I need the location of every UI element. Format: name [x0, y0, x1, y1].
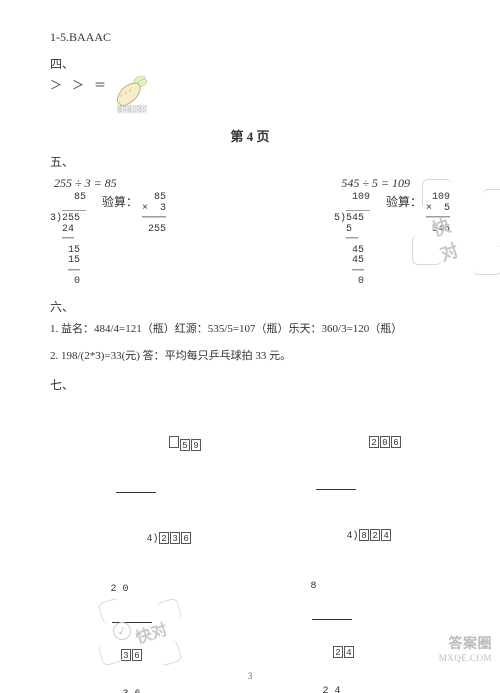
long-division-2: 109 ____ 5)545 5 ── 45 45 ── 0 [334, 193, 370, 288]
check-mult-2: 109 × 5 ──── 545 [426, 193, 450, 235]
carrot-label-2: 快对快对快对 [117, 110, 147, 116]
answers-line: 1-5.BAAAC [50, 30, 450, 45]
check-mult-1: 85 × 3 ──── 255 [142, 193, 166, 235]
boxed-division-1: 59 4)236 2 0 36 3 6 0 [98, 399, 201, 693]
q6-line2: 2. 198/(2*3)=33(元) 答：平均每只乒乓球拍 33 元。 [50, 348, 450, 365]
check-label-1: 验算： [102, 193, 138, 210]
carrot-icon [110, 76, 154, 108]
compare-ops: ＞ ＞ ＝ [50, 76, 106, 93]
section-4-label: 四、 [50, 55, 450, 72]
section-7-label: 七、 [50, 376, 450, 393]
q6-line1: 1. 益名：484/4=121（瓶）红源：535/5=107（瓶）乐天：360/… [50, 321, 450, 338]
footer-url: MXQE.COM [439, 653, 492, 663]
footer-site: 答案圈 [449, 633, 493, 653]
check-label-2: 验算： [386, 193, 422, 210]
op-2: ＞ [72, 76, 84, 93]
page-4-heading: 第 4 页 [50, 126, 450, 145]
section-5-label: 五、 [50, 153, 450, 170]
boxed-division-2: 206 4)824 8 24 2 4 0 [298, 399, 401, 693]
op-1: ＞ [50, 76, 62, 93]
equation-left: 255 ÷ 3 = 85 [50, 176, 117, 191]
page-number: 3 [0, 671, 500, 681]
long-division-1: 85 ____ 3)255 24 ── 15 15 ── 0 [50, 193, 86, 288]
section-6-label: 六、 [50, 298, 450, 315]
equation-right: 545 ÷ 5 = 109 [337, 176, 450, 191]
op-3: ＝ [94, 76, 106, 93]
